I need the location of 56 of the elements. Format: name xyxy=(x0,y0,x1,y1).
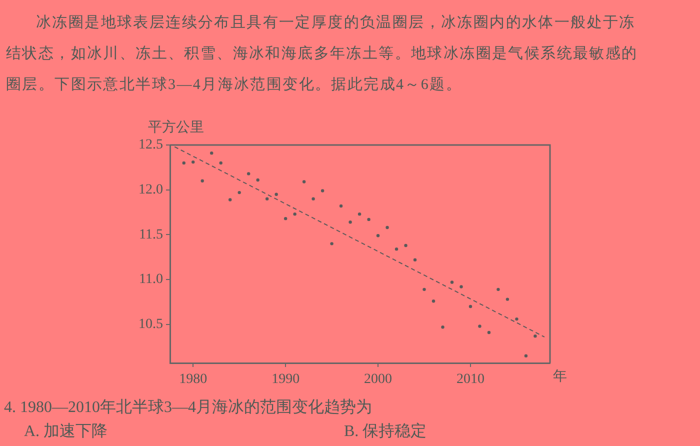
point xyxy=(367,218,370,222)
text: B. 保持稳定 xyxy=(343,422,428,442)
point xyxy=(200,179,204,182)
point xyxy=(515,317,518,321)
point xyxy=(441,326,444,329)
point xyxy=(192,160,195,164)
point xyxy=(210,151,214,155)
point xyxy=(478,324,482,328)
point xyxy=(265,197,269,200)
point xyxy=(228,198,232,202)
point xyxy=(348,220,352,224)
text: 圈层。下图示意北半球3—4月海冰范围变化。据此完成4～6题。 xyxy=(6,75,463,95)
point xyxy=(468,304,472,308)
x-tick-label: 1980 xyxy=(179,372,208,388)
point xyxy=(182,161,186,165)
y-tick-label: 12.0 xyxy=(138,182,163,198)
point xyxy=(460,285,463,288)
text: A. 加速下降 xyxy=(23,422,109,442)
point xyxy=(386,226,389,230)
x-tick-label: 1990 xyxy=(272,372,300,388)
point xyxy=(219,161,222,165)
point xyxy=(450,280,454,284)
text: 结状态，如冰川、冻土、积雪、海冰和海底多年冻土等。地球冰冻圈是气候系统最敏感的 xyxy=(6,44,639,64)
point xyxy=(246,172,250,176)
point xyxy=(394,247,398,251)
y-axis-title: 平方公里 xyxy=(148,120,204,136)
point xyxy=(413,258,417,262)
point xyxy=(404,244,408,248)
point xyxy=(312,197,315,200)
point xyxy=(339,204,343,208)
point xyxy=(534,334,537,338)
point xyxy=(302,180,306,184)
x-tick-label: 2000 xyxy=(364,372,392,388)
x-axis-title: 年 xyxy=(553,368,567,385)
y-tick-label: 11.5 xyxy=(139,227,163,242)
point xyxy=(422,288,426,292)
point xyxy=(358,212,362,216)
y-tick-label: 11.0 xyxy=(139,272,163,288)
point xyxy=(330,242,334,246)
point xyxy=(274,192,278,196)
point xyxy=(320,189,324,192)
text: 4. 1980—2010年北半球3—4月海冰的范围变化趋势为 xyxy=(4,398,373,418)
y-tick-label: 10.5 xyxy=(138,317,163,332)
point xyxy=(496,288,500,292)
point xyxy=(284,216,288,220)
point xyxy=(524,354,528,358)
point xyxy=(506,298,510,301)
point xyxy=(487,330,491,334)
point xyxy=(376,234,380,238)
text: 冰冻圈是地球表层连续分布且具有一定厚度的负温圈层，冰冻圈内的水体一般处于冻 xyxy=(35,13,636,33)
y-tick-label: 12.5 xyxy=(138,138,163,153)
point xyxy=(432,300,436,303)
point xyxy=(256,178,260,182)
point xyxy=(238,190,241,194)
x-tick-label: 2010 xyxy=(456,372,484,388)
point xyxy=(293,212,296,216)
